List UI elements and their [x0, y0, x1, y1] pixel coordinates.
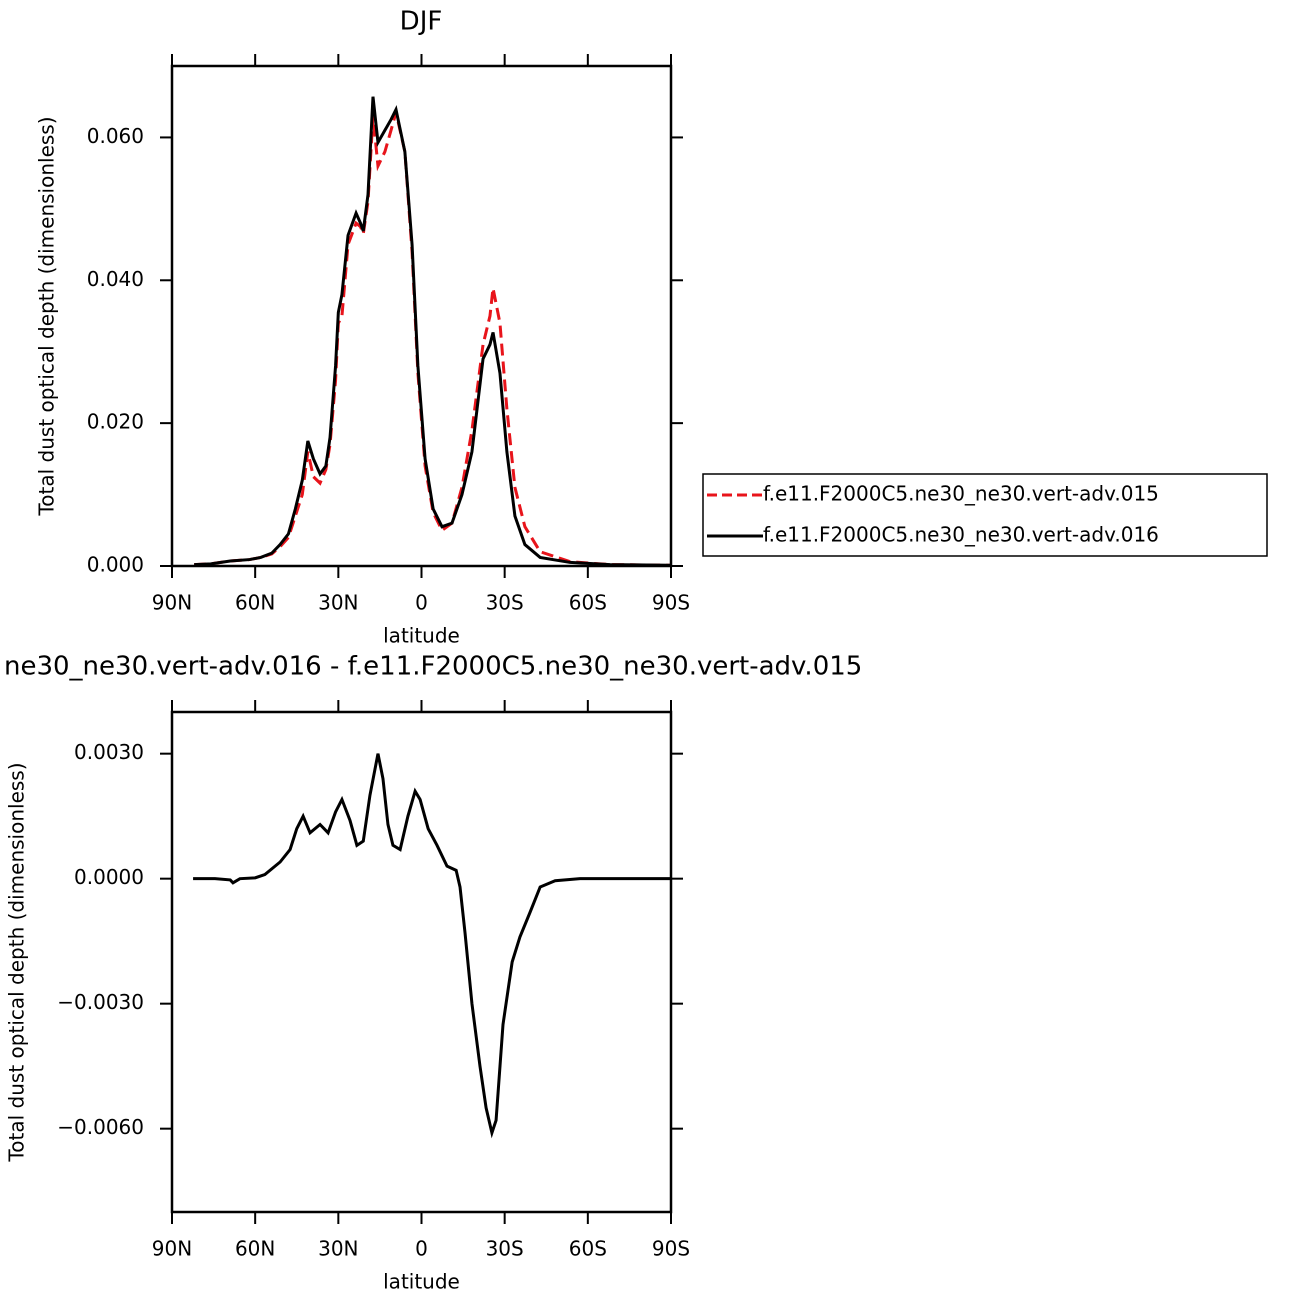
- legend-box: [702, 473, 1268, 557]
- data-line: [193, 753, 671, 1139]
- x-tick-label: 30S: [486, 1237, 524, 1261]
- data-line: [194, 112, 672, 567]
- plot-frame: [170, 710, 673, 1214]
- x-axis-label: latitude: [383, 624, 460, 648]
- y-axis-label: Total dust optical depth (dimensionless): [5, 762, 29, 1162]
- y-tick-label: 0.060: [87, 124, 144, 148]
- x-tick-label: 60S: [569, 591, 607, 615]
- y-tick-label: 0.0000: [74, 865, 144, 889]
- y-tick-label: −0.0060: [57, 1115, 144, 1139]
- x-tick-label: 30N: [318, 1237, 358, 1261]
- x-tick-label: 60N: [235, 591, 275, 615]
- chart-title: DJF: [400, 7, 443, 37]
- x-axis-label: latitude: [383, 1270, 460, 1294]
- plot-frame: [170, 64, 673, 568]
- x-tick-label: 90S: [652, 591, 690, 615]
- legend-label: f.e11.F2000C5.ne30_ne30.vert-adv.016: [763, 523, 1159, 547]
- x-tick-label: 90N: [152, 591, 192, 615]
- data-line: [194, 96, 672, 567]
- x-tick-label: 30N: [318, 591, 358, 615]
- x-tick-label: 90N: [152, 1237, 192, 1261]
- chart-title: ne30_ne30.vert-adv.016 - f.e11.F2000C5.n…: [4, 652, 862, 682]
- x-tick-label: 0: [415, 591, 428, 615]
- y-tick-label: −0.0030: [57, 990, 144, 1014]
- x-tick-label: 30S: [486, 591, 524, 615]
- y-tick-label: 0.040: [87, 267, 144, 291]
- x-tick-label: 60N: [235, 1237, 275, 1261]
- x-tick-label: 90S: [652, 1237, 690, 1261]
- y-tick-label: 0.0030: [74, 740, 144, 764]
- x-tick-label: 60S: [569, 1237, 607, 1261]
- x-tick-label: 0: [415, 1237, 428, 1261]
- y-tick-label: 0.000: [87, 553, 144, 577]
- legend-label: f.e11.F2000C5.ne30_ne30.vert-adv.015: [763, 482, 1159, 506]
- y-axis-label: Total dust optical depth (dimensionless): [35, 116, 59, 516]
- y-tick-label: 0.020: [87, 410, 144, 434]
